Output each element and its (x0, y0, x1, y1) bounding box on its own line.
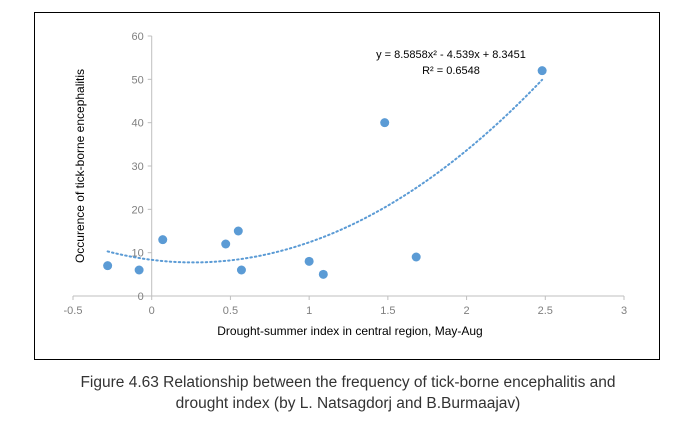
y-tick-label: 0 (138, 291, 144, 303)
y-tick-label: 50 (131, 74, 143, 86)
figure-frame (34, 12, 660, 360)
r-squared-label: R² = 0.6548 (422, 65, 480, 77)
x-tick-label: 1.5 (380, 305, 395, 317)
data-point (158, 235, 168, 245)
trendline (106, 78, 544, 264)
axes (72, 35, 625, 300)
x-tick-label: 0 (149, 305, 155, 317)
data-point (304, 256, 314, 266)
x-tick-label: 2 (464, 305, 470, 317)
figure-caption: Figure 4.63 Relationship between the fre… (0, 372, 696, 414)
data-point (411, 252, 421, 262)
x-tick-label: 0.5 (223, 305, 238, 317)
data-point (134, 265, 144, 275)
x-axis-title: Drought-summer index in central region, … (217, 324, 482, 338)
y-tick-label: 40 (131, 118, 143, 130)
y-tick-label: 60 (131, 31, 143, 43)
data-point (236, 265, 246, 275)
y-tick-label: 20 (131, 204, 143, 216)
data-point (221, 239, 231, 249)
data-point (103, 261, 113, 271)
trendline-equation: y = 8.5858x² - 4.539x + 8.3451 (376, 49, 526, 61)
x-tick-label: -0.5 (64, 305, 83, 317)
caption-line-2: drought index (by L. Natsagdorj and B.Bu… (175, 395, 521, 412)
x-tick-label: 2.5 (538, 305, 553, 317)
x-tick-label: 3 (621, 305, 627, 317)
caption-line-1: Figure 4.63 Relationship between the fre… (80, 374, 616, 391)
data-point (537, 66, 547, 76)
data-point (233, 226, 243, 236)
y-axis-title: Occurence of tick-borne encephalitis (73, 69, 87, 263)
data-points (103, 66, 547, 279)
data-point (318, 269, 328, 279)
x-tick-label: 1 (306, 305, 312, 317)
data-point (380, 118, 390, 128)
y-tick-label: 30 (131, 161, 143, 173)
